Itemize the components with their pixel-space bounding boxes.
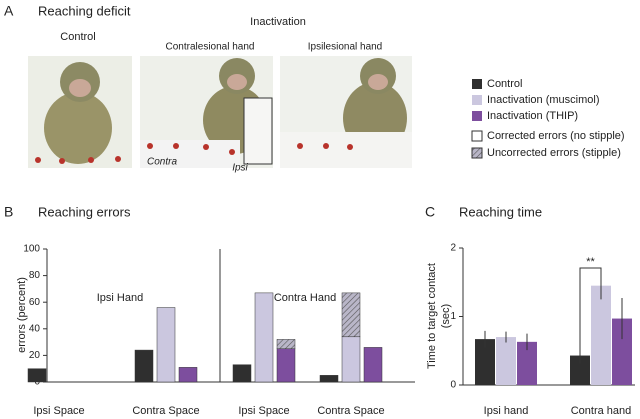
bar: [341, 336, 361, 383]
x-tick-label: Contra Space: [132, 405, 199, 417]
y-tick-label: 80: [29, 270, 41, 281]
bar: [156, 307, 176, 383]
annotation: **: [586, 256, 595, 268]
bar: [363, 347, 383, 383]
significance-bracket: [579, 267, 602, 350]
y-axis-label: (sec): [440, 304, 452, 328]
legend-label: Inactivation (muscimol): [487, 94, 599, 106]
bar: [496, 337, 516, 385]
panel-letter: A: [4, 3, 14, 19]
panel-title: Reaching errors: [38, 204, 131, 219]
x-tick-label: Ipsi hand: [484, 405, 529, 417]
panel-letter: C: [425, 204, 435, 220]
photo: [280, 56, 412, 168]
facet-title: Contra Hand: [274, 292, 336, 304]
photo: [140, 56, 273, 168]
legend-swatch: [472, 79, 482, 89]
x-tick-label: Ipsi Space: [238, 405, 289, 417]
bar-uncorrected: [341, 292, 361, 338]
y-tick-label: 40: [29, 323, 41, 334]
legend-swatch: [472, 111, 482, 121]
legend-label: Inactivation (THIP): [487, 110, 578, 122]
bar: [27, 368, 47, 383]
legend-label: Uncorrected errors (stipple): [487, 147, 621, 159]
y-tick-label: 100: [23, 244, 40, 255]
y-axis-label: Time to target contact: [426, 263, 438, 369]
y-tick-label: 1: [450, 311, 456, 322]
legend-swatch: [471, 130, 483, 142]
photo-label: Contralesional hand: [166, 42, 255, 53]
bar: [276, 348, 296, 383]
bar: [254, 292, 274, 383]
bar: [178, 367, 198, 383]
bar: [475, 339, 495, 385]
bar: [612, 318, 632, 385]
x-tick-label: Ipsi Space: [33, 405, 84, 417]
bar: [591, 285, 611, 385]
panel-title: Reaching time: [459, 204, 542, 219]
photo-label: Contra: [147, 157, 177, 168]
y-tick-label: 0: [450, 380, 456, 391]
bar: [134, 349, 154, 383]
y-tick-label: 60: [29, 297, 41, 308]
bar: [319, 375, 339, 383]
bar: [517, 341, 537, 385]
legend-label: Corrected errors (no stipple): [487, 130, 625, 142]
legend-swatch: [472, 95, 482, 105]
x-tick-label: Contra Space: [317, 405, 384, 417]
photo-label: Ipsilesional hand: [308, 42, 383, 53]
y-axis-label: errors (percent): [16, 277, 28, 353]
y-tick-label: 20: [29, 350, 41, 361]
photo: [28, 56, 132, 168]
x-tick-label: Contra hand: [571, 405, 632, 417]
photo-label: Inactivation: [250, 16, 306, 28]
facet-title: Ipsi Hand: [97, 292, 143, 304]
panel-title: Reaching deficit: [38, 3, 131, 18]
photo-label: Control: [60, 31, 95, 43]
panel-letter: B: [4, 204, 13, 220]
y-tick-label: 2: [450, 243, 456, 254]
photo-label: Ipsi: [232, 163, 248, 174]
bar: [232, 364, 252, 383]
legend-swatch: [471, 147, 483, 159]
legend-label: Control: [487, 78, 522, 90]
bar: [570, 355, 590, 385]
bar-uncorrected: [276, 339, 296, 350]
